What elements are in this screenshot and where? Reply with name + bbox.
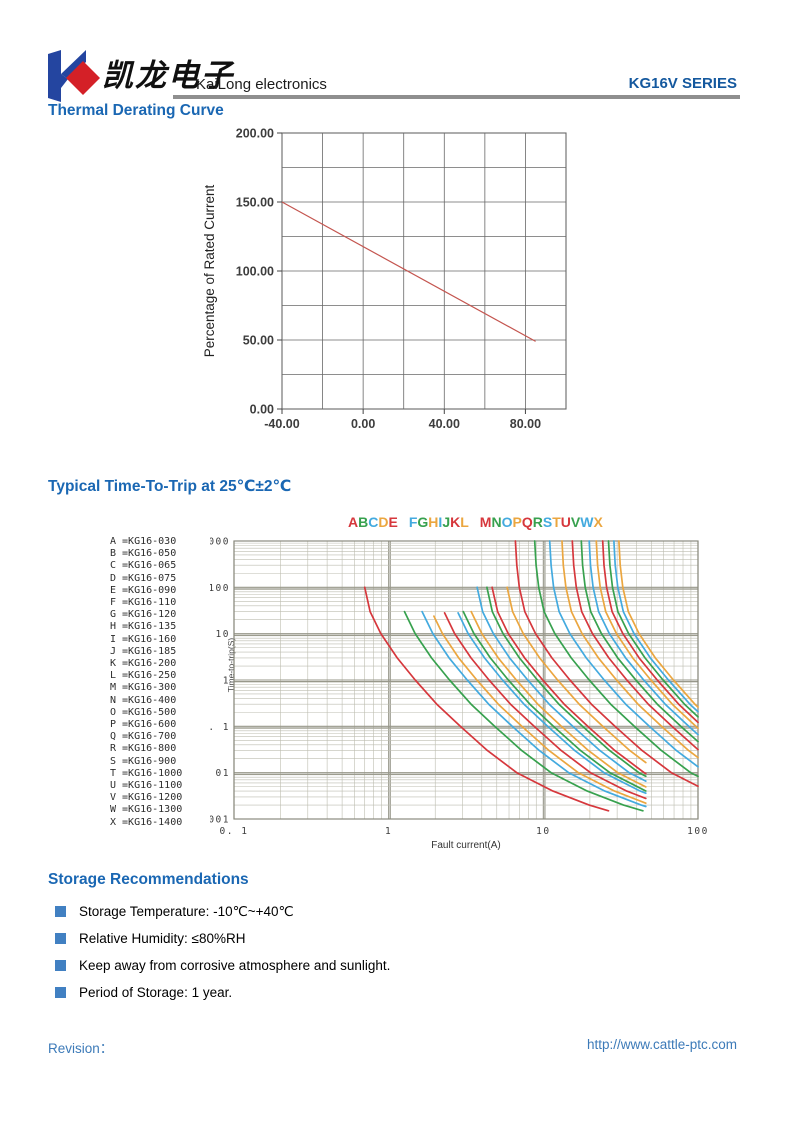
curve-letter-K: K: [450, 514, 461, 530]
svg-text:0.00: 0.00: [250, 403, 274, 417]
legend-item: U =KG16-1100: [110, 780, 183, 792]
curve-letter-V: V: [570, 514, 581, 530]
svg-text:-40.00: -40.00: [264, 417, 299, 431]
legend-item: T =KG16-1000: [110, 767, 183, 779]
legend-item: N =KG16-400: [110, 694, 177, 706]
curve-letter-X: X: [593, 514, 603, 530]
legend-item: P =KG16-600: [110, 719, 177, 731]
svg-text:100: 100: [687, 826, 709, 837]
trip-section-title: Typical Time-To-Trip at 25℃±2℃: [48, 478, 292, 495]
svg-text:40.00: 40.00: [429, 417, 460, 431]
bullet-square-icon: [55, 933, 66, 944]
curve-letter-W: W: [580, 514, 594, 530]
legend-item: Q =KG16-700: [110, 731, 177, 743]
storage-item: Keep away from corrosive atmosphere and …: [55, 952, 390, 979]
legend-item: O =KG16-500: [110, 706, 177, 718]
trip-curve-legend: A =KG16-030 B =KG16-050 C =KG16-065 D =KG16…: [110, 536, 182, 829]
curve-letter-B: B: [358, 514, 369, 530]
svg-text:Percentage of Rated Current: Percentage of Rated Current: [202, 184, 217, 357]
svg-text:10: 10: [216, 629, 230, 640]
legend-item: S =KG16-900: [110, 755, 177, 767]
series-title: KG16V SERIES: [628, 75, 737, 92]
storage-item: Storage Temperature: -10℃~+40℃: [55, 898, 390, 925]
curve-letter-R: R: [532, 514, 543, 530]
legend-item: J =KG16-185: [110, 645, 177, 657]
legend-item: G =KG16-120: [110, 609, 177, 621]
thermal-derating-chart: -40.00 0.00 40.00 80.000.0050.00100.00150.0…: [202, 127, 567, 431]
curve-letter-Q: Q: [521, 514, 533, 530]
curve-letter-M: M: [479, 514, 492, 530]
revision-label: Revision：: [48, 1041, 114, 1056]
curve-letter-L: L: [460, 514, 469, 530]
curve-letter-I: I: [438, 514, 443, 530]
curve-letter-O: O: [501, 514, 513, 530]
legend-item: E =KG16-090: [110, 584, 177, 596]
svg-text:80.00: 80.00: [510, 417, 541, 431]
storage-item-text: Period of Storage: 1 year.: [79, 985, 233, 1000]
legend-item: L =KG16-250: [110, 670, 177, 682]
website-link[interactable]: http://www.cattle-ptc.com: [586, 1037, 737, 1052]
kailong-logo-icon: [48, 50, 100, 102]
derating-section-title: Thermal Derating Curve: [48, 102, 224, 119]
legend-item: R =KG16-800: [110, 743, 177, 755]
storage-item: Relative Humidity: ≤80%RH: [55, 925, 390, 952]
storage-section-title: Storage Recommendations: [48, 871, 249, 888]
curve-letter-F: F: [408, 514, 418, 530]
curve-letter-H: H: [428, 514, 439, 530]
legend-item: C =KG16-065: [110, 560, 177, 572]
legend-item: D =KG16-075: [110, 572, 177, 584]
legend-item: W =KG16-1300: [110, 804, 183, 816]
svg-text:0. 01: 0. 01: [210, 768, 230, 779]
svg-text:10: 10: [536, 826, 550, 837]
legend-item: H =KG16-135: [110, 621, 177, 633]
legend-item: F =KG16-110: [110, 597, 177, 609]
curve-letter-U: U: [560, 514, 571, 530]
svg-text:100.00: 100.00: [236, 265, 274, 279]
bullet-square-icon: [55, 906, 66, 917]
svg-text:1: 1: [223, 676, 230, 687]
legend-item: X =KG16-1400: [110, 816, 183, 828]
curve-letter-N: N: [491, 514, 502, 530]
legend-item: M =KG16-300: [110, 682, 177, 694]
svg-text:0. 001: 0. 001: [210, 815, 230, 826]
curve-letter-C: C: [368, 514, 379, 530]
svg-text:Fault current(A): Fault current(A): [431, 840, 500, 851]
svg-text:150.00: 150.00: [236, 196, 274, 210]
bullet-square-icon: [55, 987, 66, 998]
curve-letter-T: T: [552, 514, 561, 530]
logo-english-text: KaiLong electronics: [196, 76, 327, 93]
svg-text:0. 1: 0. 1: [210, 722, 230, 733]
svg-text:1: 1: [385, 826, 392, 837]
storage-item: Period of Storage: 1 year.: [55, 979, 390, 1006]
svg-text:0.00: 0.00: [351, 417, 375, 431]
svg-text:1000: 1000: [210, 537, 230, 548]
storage-item-text: Keep away from corrosive atmosphere and …: [79, 958, 391, 973]
storage-list: Storage Temperature: -10℃~+40℃ Relative H…: [55, 898, 390, 1006]
svg-text:200.00: 200.00: [236, 127, 274, 141]
curve-letter-G: G: [417, 514, 429, 530]
curve-letter-J: J: [442, 514, 451, 530]
header-divider: [173, 95, 740, 99]
curve-letter-A: A: [348, 514, 359, 530]
curve-letter-S: S: [542, 514, 553, 530]
legend-item: B =KG16-050: [110, 548, 177, 560]
logo-chinese-text: 凯龙电子: [102, 58, 234, 94]
legend-item: K =KG16-200: [110, 658, 177, 670]
curve-letter-D: D: [378, 514, 389, 530]
svg-text:0. 1: 0. 1: [220, 826, 249, 837]
bullet-square-icon: [55, 960, 66, 971]
legend-item: I =KG16-160: [110, 633, 177, 645]
svg-text:50.00: 50.00: [243, 334, 274, 348]
legend-item: A =KG16-030: [110, 536, 177, 547]
curve-letter-E: E: [388, 514, 398, 530]
svg-text:100: 100: [210, 583, 230, 594]
legend-item: V =KG16-1200: [110, 792, 183, 804]
storage-item-text: Storage Temperature: -10℃~+40℃: [79, 903, 294, 919]
curve-letter-P: P: [512, 514, 522, 530]
storage-item-text: Relative Humidity: ≤80%RH: [79, 931, 246, 946]
